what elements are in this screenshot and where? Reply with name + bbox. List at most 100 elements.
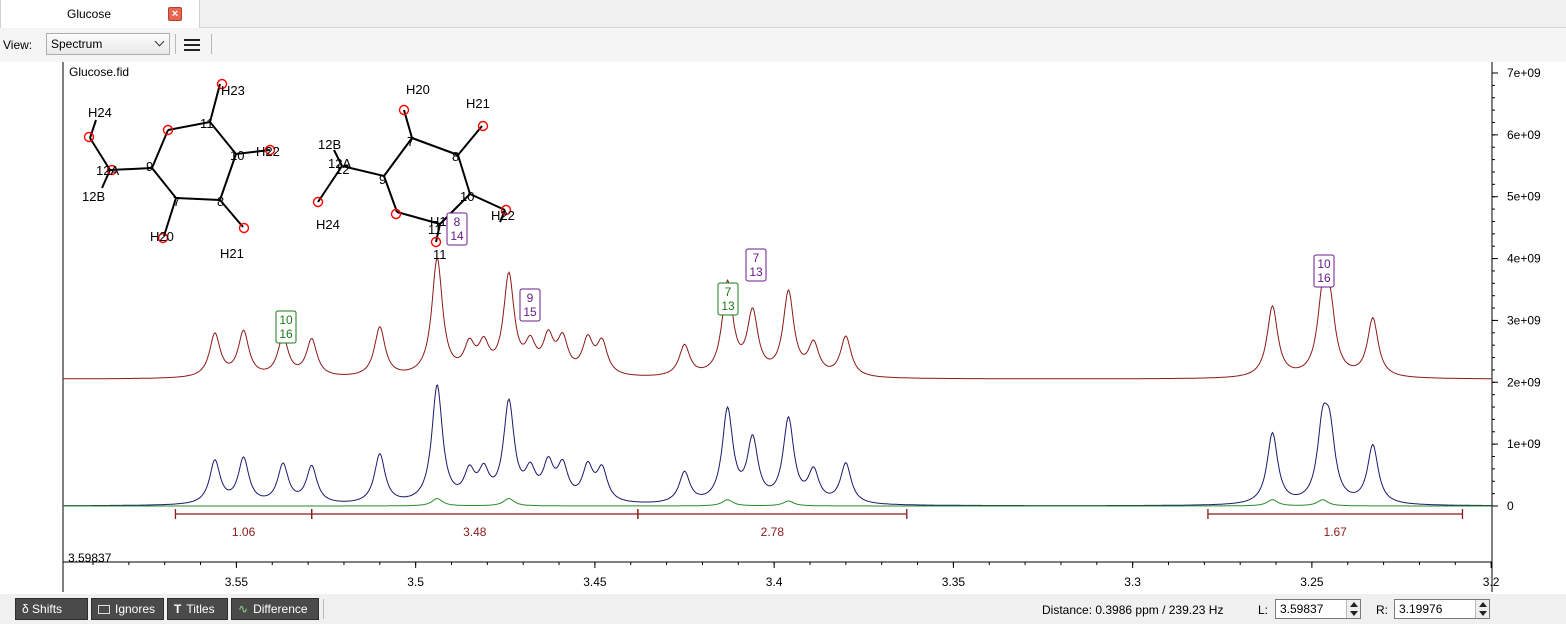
peak-label-bottom: 16: [279, 327, 293, 341]
hamburger-icon: [184, 39, 200, 41]
atom-label: 9: [379, 172, 386, 187]
x-tick-label: 3.25: [1300, 575, 1324, 589]
file-label: Glucose.fid: [69, 65, 129, 79]
atom-label: 7: [407, 134, 414, 149]
tab-glucose[interactable]: Glucose ×: [0, 0, 200, 29]
atom-label: H24: [88, 105, 112, 120]
y-tick-label: 4e+09: [1507, 252, 1541, 266]
right-limit-value: 3.19976: [1399, 602, 1443, 616]
peak-label-bottom: 16: [1317, 271, 1331, 285]
cursor-readout: 3.59837: [68, 551, 112, 565]
shifts-button[interactable]: δ Shifts: [15, 598, 88, 620]
text-icon: T: [174, 602, 182, 616]
toolbar: View: Spectrum: [0, 28, 1566, 62]
x-tick-label: 3.55: [225, 575, 249, 589]
peak-label-box[interactable]: [519, 288, 541, 322]
distance-readout: Distance: 0.3986 ppm / 239.23 Hz: [1042, 603, 1224, 617]
peak-label-top: 9: [527, 291, 534, 305]
close-icon[interactable]: ×: [168, 7, 182, 21]
y-tick-label: 3e+09: [1507, 313, 1541, 327]
right-limit-label: R:: [1376, 603, 1388, 617]
peak-label-box[interactable]: [745, 248, 767, 282]
bottom-separator: [323, 599, 324, 619]
tab-bar: Glucose ×: [0, 0, 1566, 29]
x-tick-label: 3.3: [1124, 575, 1141, 589]
atom-label: 12A: [328, 156, 351, 171]
peak-label-box[interactable]: [446, 212, 468, 246]
atom-label: H24: [316, 217, 340, 232]
atom-label: 8: [452, 149, 459, 164]
toolbar-separator: [175, 34, 176, 54]
atom-label: 12A: [96, 163, 119, 178]
molecule-right: H20 H21 12B 7 8 12A 12 9 10 H22 H24 H1 1…: [312, 82, 515, 262]
peak-label-box[interactable]: [1313, 254, 1335, 288]
spectrum-plot[interactable]: 3.55 3.5 3.45 3.4 3.35 3.3 3.25 3.2 0 1e+09 2e+09…: [0, 62, 1566, 592]
waveform-icon: ∿: [238, 602, 249, 616]
menu-button[interactable]: [180, 34, 206, 56]
x-tick-label: 3.4: [766, 575, 783, 589]
peak-label-top: 7: [725, 285, 732, 299]
hamburger-icon-line: [184, 44, 200, 46]
tab-title: Glucose: [67, 7, 112, 21]
toolbar-separator: [211, 34, 212, 54]
x-tick-label: 3.5: [407, 575, 424, 589]
integral-label: 2.78: [761, 525, 785, 539]
atom-label: 11: [433, 247, 447, 262]
ignores-button-label: Ignores: [115, 602, 156, 616]
x-tick-label: 3.35: [942, 575, 966, 589]
atom-label: 8: [217, 194, 224, 209]
spin-arrows-icon[interactable]: [1475, 600, 1489, 618]
molecule-left: H23 H24 11 10 H22 12A 9 12B 7 8 H20 H21: [82, 78, 280, 261]
view-select-value: Spectrum: [51, 37, 103, 51]
y-tick-label: 2e+09: [1507, 375, 1541, 389]
atom-label: 12: [335, 162, 349, 177]
peak-label-top: 10: [279, 313, 293, 327]
left-limit-value: 3.59837: [1280, 602, 1324, 616]
atom-label: H23: [221, 83, 245, 98]
peak-label-box[interactable]: [275, 310, 297, 344]
atom-label: H22: [491, 208, 515, 223]
view-select[interactable]: Spectrum: [46, 33, 170, 55]
peak-label-bottom: 13: [749, 265, 763, 279]
integral-regions[interactable]: 1.06 3.48 2.78 1.67: [174, 509, 1464, 539]
atom-label: 12B: [318, 137, 341, 152]
peak-label-bottom: 13: [721, 299, 735, 313]
right-limit-spinbox[interactable]: 3.19976: [1394, 599, 1490, 619]
ignores-button[interactable]: Ignores: [91, 598, 164, 620]
series-line-1: [63, 384, 1492, 507]
shifts-button-label: δ Shifts: [22, 602, 63, 616]
spectrum-traces: [63, 257, 1492, 507]
bottom-bar: δ Shifts Ignores T Titles ∿ Difference Dis…: [0, 594, 1566, 624]
integral-label: 1.67: [1324, 525, 1348, 539]
atom-label: H20: [150, 229, 174, 244]
atom-label: 7: [173, 194, 180, 209]
x-tick-label: 3.2: [1483, 575, 1500, 589]
difference-button[interactable]: ∿ Difference: [231, 598, 319, 620]
y-tick-label: 1e+09: [1507, 437, 1541, 451]
peak-label-bottom: 14: [450, 229, 464, 243]
peak-label-top: 10: [1317, 257, 1331, 271]
peak-label-box[interactable]: [717, 282, 739, 316]
x-axis-ticks: 3.55 3.5 3.45 3.4 3.35 3.3 3.25 3.2: [92, 562, 1500, 589]
spin-arrows-icon[interactable]: [1346, 600, 1360, 618]
atom-label: 9: [146, 159, 153, 174]
difference-button-label: Difference: [253, 602, 308, 616]
titles-button[interactable]: T Titles: [167, 598, 228, 620]
atom-label: 11: [200, 116, 214, 131]
y-tick-label: 6e+09: [1507, 128, 1541, 142]
integral-label: 3.48: [463, 525, 487, 539]
left-limit-label: L:: [1258, 603, 1269, 617]
atom-label: 10: [230, 148, 244, 163]
spectrum-svg[interactable]: 3.55 3.5 3.45 3.4 3.35 3.3 3.25 3.2 0 1e+09 2e+09…: [0, 62, 1566, 592]
atom-label: H1: [430, 214, 447, 229]
atom-label: H21: [220, 246, 244, 261]
left-limit-spinbox[interactable]: 3.59837: [1275, 599, 1361, 619]
hamburger-icon-line: [184, 49, 200, 51]
y-tick-label: 7e+09: [1507, 66, 1541, 80]
atom-label: 11: [428, 222, 442, 237]
series-line-0: [63, 257, 1492, 380]
view-label: View:: [3, 38, 33, 52]
rectangle-icon: [98, 605, 110, 614]
peak-label-bottom: 15: [523, 305, 537, 319]
